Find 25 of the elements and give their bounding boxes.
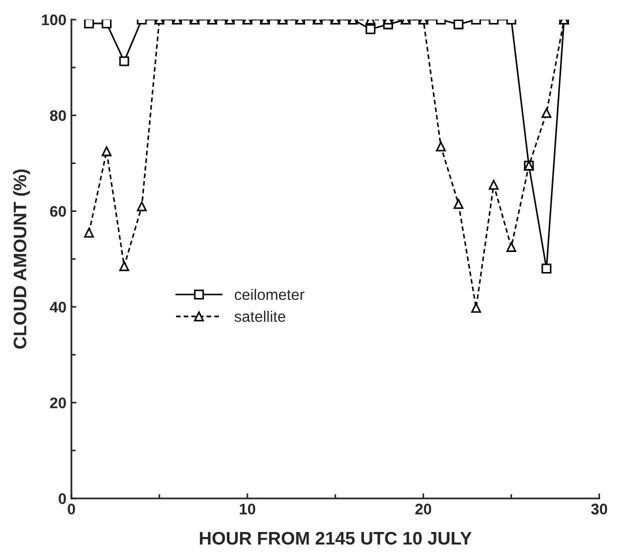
legend-label: ceilometer <box>234 288 304 300</box>
point <box>84 228 94 238</box>
x-tick-label: 30 <box>591 504 608 515</box>
x-tick-label: 10 <box>240 504 256 514</box>
legend-label: satellite <box>234 310 286 322</box>
y-tick-label: 100 <box>42 14 66 26</box>
point <box>119 261 130 272</box>
point <box>136 201 147 212</box>
y-tick-label: 40 <box>50 302 66 313</box>
y-tick-label: 60 <box>50 206 66 217</box>
x-tick-label: 0 <box>68 504 76 514</box>
y-axis-title: CLOUD AMOUNT (%) <box>13 169 30 349</box>
point <box>471 302 482 313</box>
point <box>436 142 446 152</box>
x-tick-label: 20 <box>415 504 432 514</box>
point <box>542 264 552 274</box>
y-tick-label: 0 <box>58 493 66 504</box>
point <box>454 199 464 209</box>
y-tick-label: 20 <box>50 398 66 408</box>
point <box>488 180 499 190</box>
y-tick-label: 80 <box>50 110 66 122</box>
point <box>542 108 552 118</box>
point <box>102 146 112 156</box>
x-axis-title: HOUR FROM 2145 UTC 10 JULY <box>200 532 472 545</box>
point <box>506 242 516 252</box>
